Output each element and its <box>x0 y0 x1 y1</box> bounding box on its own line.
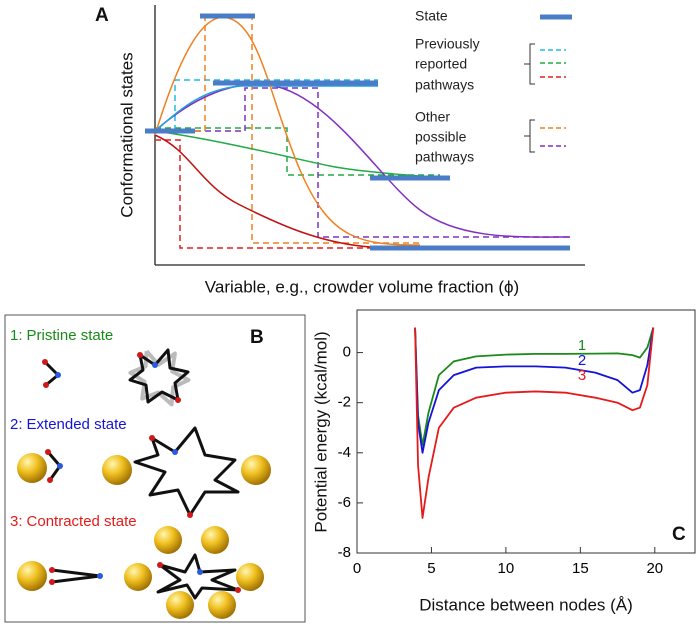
legend-text: Previously <box>415 36 480 52</box>
panel-b: B 1: Pristine state 2: Extended state 3: Co… <box>4 314 306 623</box>
legend: State Previously reported pathways Other… <box>415 8 566 165</box>
x-axis-label: Distance between nodes (Å) <box>419 595 633 614</box>
series-label: 3 <box>578 367 586 384</box>
plot-frame <box>356 309 696 554</box>
pathways <box>154 15 571 249</box>
x-tick-label: 15 <box>572 560 589 577</box>
panel-label: B <box>250 327 264 348</box>
plot-area <box>414 327 655 519</box>
panel-c: C Distance between nodes (Å) Potential e… <box>311 309 696 614</box>
y-tick-label: -2 <box>338 394 351 411</box>
series-label: 1 <box>578 337 586 354</box>
panel-label: A <box>95 5 109 26</box>
x-tick-label: 0 <box>353 560 361 577</box>
y-tick-label: -6 <box>338 494 351 511</box>
panel-a: A Conformational states Variable, e.g., … <box>95 5 585 296</box>
state-title: 3: Contracted state <box>10 513 137 530</box>
y-axis-label: Potential energy (kcal/mol) <box>311 331 330 532</box>
axes <box>154 5 585 266</box>
y-tick-label: -8 <box>338 544 351 561</box>
legend-text: pathways <box>415 149 474 165</box>
series-line <box>414 327 655 519</box>
x-tick-label: 20 <box>646 560 663 577</box>
y-label: Conformational states <box>117 52 136 217</box>
x-tick-label: 5 <box>427 560 435 577</box>
legend-text: reported <box>415 56 467 72</box>
state-title: 2: Extended state <box>10 416 127 433</box>
series-line <box>414 327 655 447</box>
legend-text: State <box>415 8 448 24</box>
panel-label: C <box>672 524 686 545</box>
legend-text: possible <box>415 129 467 145</box>
molecules <box>17 348 271 619</box>
x-tick-label: 10 <box>498 560 515 577</box>
series-label: 2 <box>578 352 586 369</box>
state-title: 1: Pristine state <box>10 327 113 344</box>
state-bars <box>145 13 572 251</box>
series-line <box>414 327 655 454</box>
legend-text: pathways <box>415 77 474 93</box>
y-tick-label: 0 <box>343 344 351 361</box>
legend-text: Other <box>415 109 450 125</box>
x-label: Variable, e.g., crowder volume fraction … <box>205 277 519 296</box>
y-tick-label: -4 <box>338 444 351 461</box>
